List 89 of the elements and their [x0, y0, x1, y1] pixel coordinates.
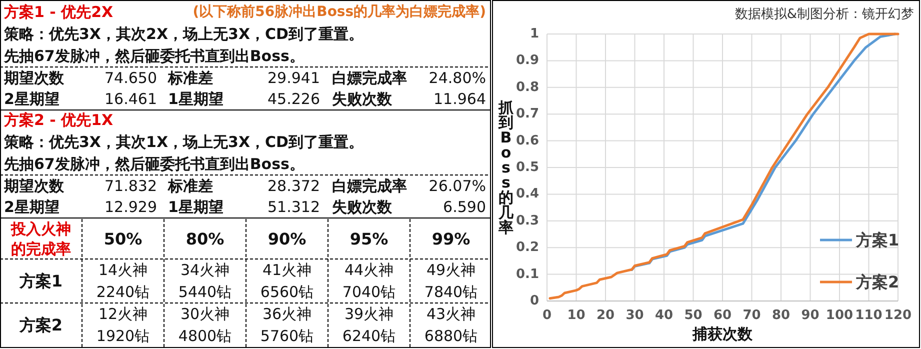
x-tick-label: 70: [742, 308, 761, 323]
text: 6240钻: [342, 327, 396, 345]
text: 36火神: [262, 305, 312, 323]
text: 51.312: [268, 198, 320, 216]
text: 数据模拟&制图分析：镜开幻梦: [734, 7, 914, 22]
text: 标准差: [167, 177, 213, 195]
text: 先抽67发脉冲，然后砸委托书直到出Boss。: [3, 155, 304, 173]
text: 2星期望: [4, 90, 60, 108]
text: 白嫖完成率: [332, 177, 407, 195]
y-tick-label: 0.4: [516, 186, 539, 202]
text: 策略：优先3X，其次1X，场上无3X，CD到了重置。: [3, 133, 364, 151]
text: 99%: [432, 230, 470, 248]
text: 12火神: [98, 305, 148, 323]
y-tick-label: 0.7: [516, 106, 539, 122]
text: 49火神: [426, 261, 476, 279]
text: 39火神: [344, 305, 394, 323]
x-tick-label: 10: [567, 308, 586, 323]
text: 6.590: [443, 198, 486, 216]
x-tick-label: 80: [772, 308, 790, 323]
text: 期望次数: [3, 177, 65, 195]
y-tick-label: 0.5: [516, 160, 539, 175]
x-axis-title: 捕获次数: [692, 325, 754, 343]
text: 白嫖完成率: [332, 69, 407, 87]
text: 14火神: [98, 261, 148, 279]
legend-label: 方案1: [855, 230, 900, 250]
x-tick-label: 100: [826, 308, 854, 323]
text: 失败次数: [332, 198, 393, 216]
y-tick-label: 0.6: [516, 133, 539, 148]
text: 50%: [104, 230, 142, 248]
text: 1920钻: [96, 327, 150, 345]
text: 24.80%: [428, 69, 486, 87]
text: 方案1: [18, 272, 63, 290]
x-tick-label: 20: [596, 308, 615, 323]
x-tick-label: 120: [884, 308, 912, 323]
text: 6560钻: [260, 283, 314, 301]
text: 方案2: [18, 316, 63, 334]
text: 2240钻: [96, 283, 150, 301]
y-tick-label: 1: [530, 26, 539, 42]
x-tick-label: 50: [684, 308, 702, 323]
y-tick-label: 0.8: [516, 80, 539, 95]
text: 4800钻: [178, 327, 232, 345]
text: 71.832: [104, 177, 157, 195]
text: 抓到Boss的几率: [498, 98, 514, 236]
text: 期望次数: [3, 69, 65, 87]
text: 90%: [268, 230, 306, 248]
text: 5760钻: [260, 327, 314, 345]
text: 26.07%: [428, 177, 486, 195]
y-tick-label: 0.1: [516, 266, 539, 282]
text: 1星期望: [168, 90, 224, 108]
text: 41火神: [262, 261, 312, 279]
x-tick-label: 90: [801, 308, 820, 323]
text: 5440钻: [178, 283, 232, 301]
text: 1星期望: [168, 198, 224, 216]
text: 方案2 - 优先1X: [3, 111, 114, 129]
text: 投入火神的完成率: [10, 220, 71, 258]
text: 34火神: [180, 261, 230, 279]
text: 74.650: [104, 69, 157, 87]
y-tick-label: 0.9: [516, 53, 539, 68]
text: 2星期望: [4, 198, 60, 216]
text: 80%: [186, 230, 224, 248]
text: 失败次数: [332, 90, 393, 108]
legend-label: 方案2: [855, 272, 900, 292]
y-tick-label: 0.2: [516, 240, 539, 256]
text: 30火神: [180, 305, 230, 323]
text: 7840钻: [424, 283, 478, 301]
y-tick-label: 0.3: [516, 213, 539, 228]
text: 16.461: [104, 90, 157, 108]
text: 12.929: [104, 198, 157, 216]
text: 44火神: [344, 261, 394, 279]
text: 策略：优先3X，其次2X，场上无3X，CD到了重置。: [3, 25, 364, 43]
text: 45.226: [268, 90, 320, 108]
x-tick-label: 40: [654, 308, 674, 323]
text: 28.372: [268, 177, 320, 195]
text: 11.964: [434, 90, 486, 108]
x-tick-label: 110: [855, 308, 882, 323]
text: 29.941: [268, 69, 320, 87]
text: 43火神: [426, 305, 476, 323]
text: 方案1 - 优先2X: [3, 3, 114, 21]
x-tick-label: 60: [713, 308, 732, 323]
x-tick-label: 0: [542, 308, 552, 323]
y-tick-label: 0: [530, 294, 539, 308]
text: 95%: [350, 230, 388, 248]
text: 7040钻: [342, 283, 396, 301]
text: (以下称前56脉冲出Boss的几率为白嫖完成率): [192, 3, 486, 20]
x-tick-label: 30: [626, 308, 644, 323]
text: 标准差: [167, 69, 213, 87]
text: 6880钻: [424, 327, 478, 345]
text: 先抽67发脉冲，然后砸委托书直到出Boss。: [3, 47, 304, 65]
line-series: [548, 32, 900, 300]
